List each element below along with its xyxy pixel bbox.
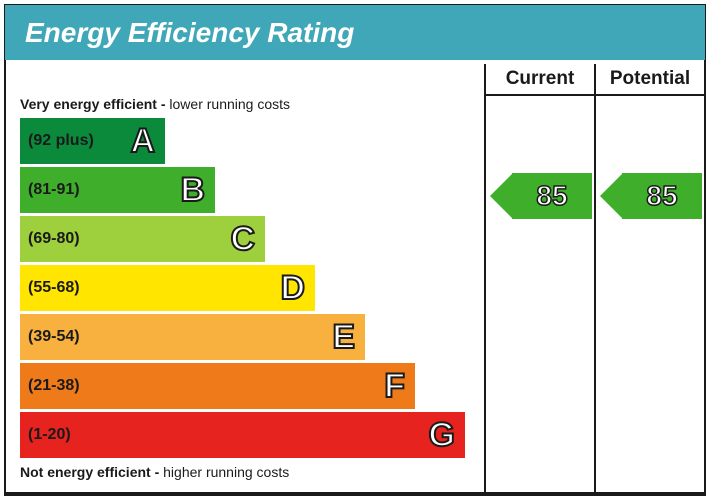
epc-chart: Energy Efficiency Rating Very energy eff… [0, 4, 710, 504]
band-bar-f: (21-38) F [20, 363, 415, 409]
top-caption-light: lower running costs [169, 96, 290, 112]
top-caption-strong: Very energy efficient - [20, 96, 169, 112]
band-range: (69-80) [28, 230, 80, 248]
arrow-head-icon [490, 173, 513, 219]
potential-rating-arrow: 85 [600, 173, 702, 219]
band-letter: F [384, 369, 411, 403]
band-letter: C [230, 222, 261, 256]
band-bar-b: (81-91) B [20, 167, 215, 213]
band-range: (81-91) [28, 181, 80, 199]
band-bar-g: (1-20) G [20, 412, 465, 458]
band-letter: D [280, 271, 311, 305]
band-bar-d: (55-68) D [20, 265, 315, 311]
bottom-caption: Not energy efficient - higher running co… [20, 464, 460, 480]
potential-rating-value: 85 [622, 173, 702, 219]
top-caption: Very energy efficient - lower running co… [20, 96, 460, 112]
band-letter: E [332, 320, 361, 354]
band-range: (21-38) [28, 377, 80, 395]
bottom-caption-light: higher running costs [163, 464, 289, 480]
bars-region: Very energy efficient - lower running co… [20, 96, 460, 480]
potential-column: Potential 85 [594, 64, 704, 492]
rating-columns: Current 85 Potential 85 [484, 64, 704, 492]
title-bar: Energy Efficiency Rating [4, 4, 706, 60]
title-text: Energy Efficiency Rating [25, 17, 354, 48]
chart-area: Very energy efficient - lower running co… [4, 60, 706, 496]
current-header: Current [486, 64, 594, 96]
arrow-head-icon [600, 173, 623, 219]
band-range: (39-54) [28, 328, 80, 346]
potential-header: Potential [596, 64, 704, 96]
band-letter: G [429, 418, 461, 452]
current-column: Current 85 [484, 64, 594, 492]
band-bar-a: (92 plus) A [20, 118, 165, 164]
current-rating-value: 85 [512, 173, 592, 219]
band-range: (55-68) [28, 279, 80, 297]
band-range: (1-20) [28, 426, 71, 444]
band-bar-e: (39-54) E [20, 314, 365, 360]
band-letter: A [130, 124, 161, 158]
band-letter: B [180, 173, 211, 207]
band-range: (92 plus) [28, 132, 94, 150]
bottom-caption-strong: Not energy efficient - [20, 464, 163, 480]
current-rating-arrow: 85 [490, 173, 592, 219]
band-bar-c: (69-80) C [20, 216, 265, 262]
